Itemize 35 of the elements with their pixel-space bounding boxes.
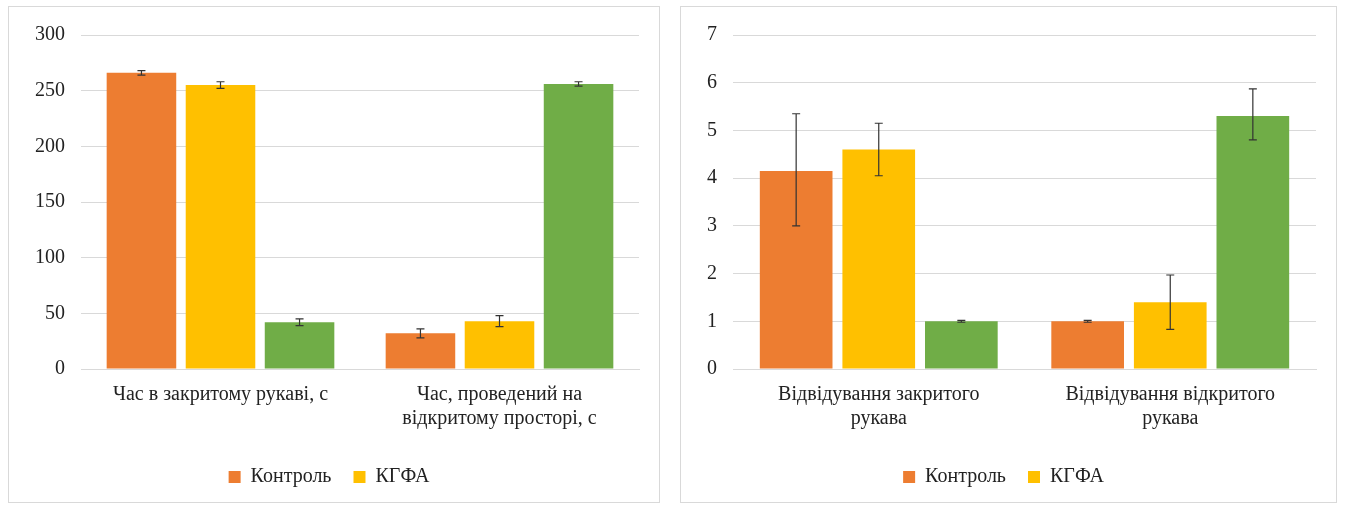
bar [1133, 302, 1207, 369]
legend-label: КГФА [1049, 464, 1105, 487]
y-tick-label: 100 [35, 244, 65, 267]
y-tick-label: 4 [707, 165, 717, 188]
y-tick-label: 250 [35, 77, 65, 100]
y-tick-label: 5 [707, 117, 717, 140]
legend-label: Контроль [925, 464, 1006, 488]
y-tick-label: 6 [707, 69, 717, 92]
bar [759, 170, 833, 369]
bar [1051, 321, 1124, 369]
y-tick-label: 200 [35, 133, 65, 156]
y-tick-label: 150 [35, 189, 65, 212]
bar [185, 85, 256, 369]
y-tick-label: 7 [707, 22, 717, 45]
y-tick-label: 300 [35, 22, 65, 45]
bar [1216, 116, 1290, 369]
y-tick-label: 50 [45, 300, 65, 323]
bar [264, 322, 335, 369]
x-tick-label: Відвідування закритого рукава [778, 382, 980, 430]
y-tick-label: 0 [55, 356, 65, 379]
y-tick-label: 2 [707, 260, 717, 283]
bar [385, 333, 456, 369]
legend-label: Контроль [250, 464, 332, 488]
x-tick-label: Відвідування відкритого рукава [1065, 382, 1276, 430]
y-tick-label: 0 [707, 356, 717, 379]
bar [925, 321, 998, 369]
bar [842, 149, 916, 369]
x-tick-label: Час в закритому рукаві, с [112, 382, 329, 406]
y-tick-label: 1 [707, 308, 717, 331]
x-tick-label: Час, проведений на відкритому просторі, с [402, 382, 597, 430]
bar [543, 83, 614, 369]
y-tick-label: 3 [707, 213, 717, 236]
bar [464, 321, 535, 369]
bar [106, 72, 177, 369]
legend-label: КГФА [375, 464, 430, 487]
